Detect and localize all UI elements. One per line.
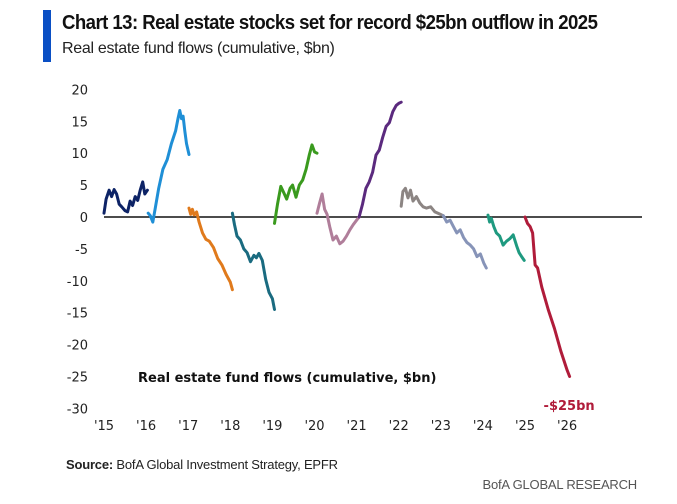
source-label: Source: <box>66 457 114 472</box>
series-line-2019 <box>273 143 319 225</box>
y-tick-label: 0 <box>80 211 88 226</box>
chart-subtitle: Real estate fund flows (cumulative, $bn) <box>62 40 335 57</box>
x-tick-label: '25 <box>515 419 535 434</box>
annotations: -$25bn <box>544 399 595 414</box>
series-line-2016 <box>146 109 191 224</box>
series-line-2023 <box>441 214 488 270</box>
series-line-2022 <box>399 186 445 218</box>
x-tick-label: '15 <box>94 419 114 434</box>
x-tick-label: '21 <box>347 419 367 434</box>
y-tick-label: -10 <box>67 275 88 290</box>
x-axis-ticks: '15 '16 '17 '18 '19 '20 '21 '22 '23 '24 '25 '26 <box>94 419 577 434</box>
series-line-2018 <box>230 211 276 311</box>
y-axis-ticks: 20 15 10 5 0 -5 -10 -15 -20 -25 -30 <box>67 83 88 417</box>
series-line-2015 <box>102 180 149 215</box>
series-lines <box>102 100 572 378</box>
x-tick-label: '18 <box>220 419 240 434</box>
y-tick-label: 20 <box>71 83 88 98</box>
series-line-2025 <box>523 215 572 378</box>
x-tick-label: '19 <box>262 419 282 434</box>
title-accent-bar <box>43 10 51 62</box>
source-note: Source: BofA Global Investment Strategy,… <box>66 457 338 472</box>
y-tick-label: 10 <box>71 147 88 162</box>
y-tick-label: -5 <box>75 243 88 258</box>
y-tick-label: 5 <box>80 179 88 194</box>
x-tick-label: '26 <box>557 419 577 434</box>
source-text: BofA Global Investment Strategy, EPFR <box>113 457 338 472</box>
annotation-label: -$25bn <box>544 399 595 414</box>
x-tick-label: '24 <box>473 419 493 434</box>
chart-title: Chart 13: Real estate stocks set for rec… <box>62 12 598 34</box>
x-tick-label: '20 <box>304 419 324 434</box>
brand-footer: BofA GLOBAL RESEARCH <box>482 477 638 492</box>
series-line-2020 <box>315 192 361 246</box>
y-tick-label: 15 <box>71 115 88 130</box>
y-tick-label: -20 <box>67 339 88 354</box>
x-tick-label: '23 <box>431 419 451 434</box>
x-tick-label: '17 <box>178 419 198 434</box>
series-line-2017 <box>187 206 234 292</box>
y-tick-label: -30 <box>67 402 88 417</box>
series-line-2024 <box>486 213 526 262</box>
y-tick-label: -25 <box>67 371 88 386</box>
x-tick-label: '16 <box>136 419 156 434</box>
y-tick-label: -15 <box>67 307 88 322</box>
series-line-2021 <box>357 100 403 219</box>
inner-chart-label: Real estate fund flows (cumulative, $bn) <box>138 371 436 386</box>
x-tick-label: '22 <box>389 419 409 434</box>
